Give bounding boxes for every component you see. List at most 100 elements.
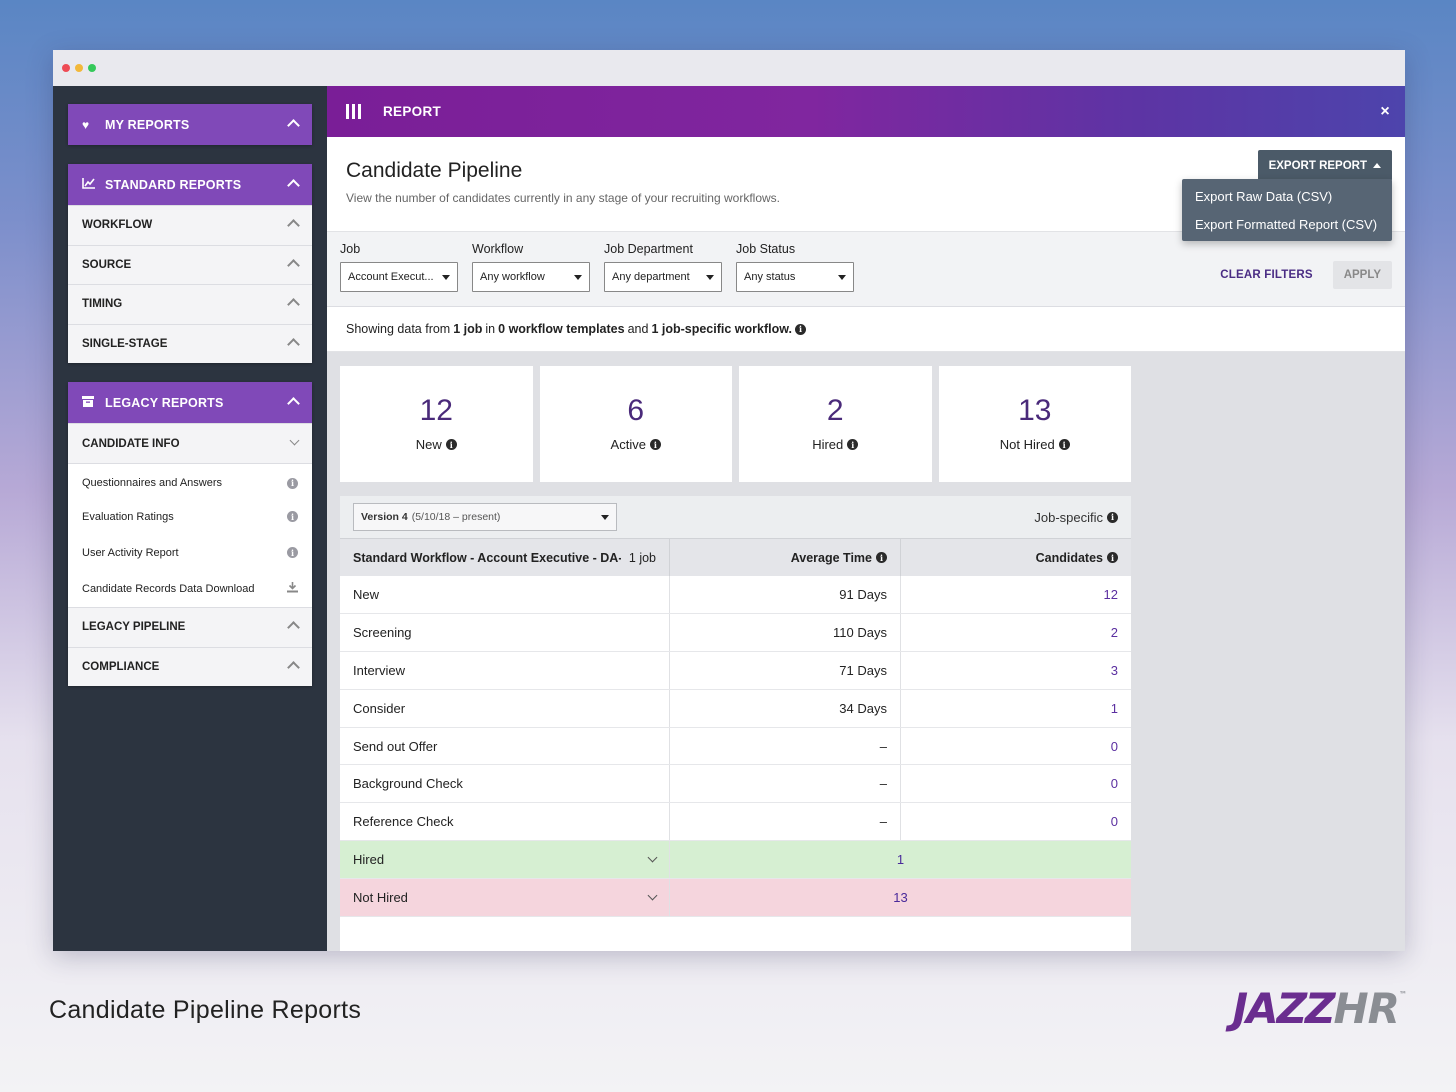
pipeline-table: Version 4 (5/10/18 – present) Job-specifi… (340, 496, 1131, 951)
status-filter-label: Job Status (736, 242, 796, 256)
job-filter-label: Job (340, 242, 361, 256)
sidebar-item-single-stage[interactable]: SINGLE-STAGE (68, 323, 312, 364)
dropdown-arrow-icon (574, 274, 582, 280)
showing-summary: Showing data from 1 job in 0 workflow te… (327, 307, 1405, 352)
page-caption: Candidate Pipeline Reports (49, 996, 362, 1024)
sidebar-item-legacy-pipeline[interactable]: LEGACY PIPELINE (68, 606, 312, 647)
minimize-window-dot[interactable] (75, 64, 83, 72)
export-formatted-report-option[interactable]: Export Formatted Report (CSV) (1195, 216, 1378, 232)
filters-bar: Job Account Execut... Workflow Any workf… (327, 231, 1405, 307)
download-icon[interactable] (287, 581, 298, 596)
info-icon[interactable]: i (847, 439, 859, 450)
info-icon[interactable]: i (794, 323, 806, 335)
close-window-dot[interactable] (62, 64, 70, 72)
sidebar-item-candidate-info[interactable]: CANDIDATE INFO (68, 423, 312, 463)
workflow-select-value: Any workflow (480, 271, 545, 283)
not-hired-row[interactable]: Not Hired 13 (340, 879, 1131, 918)
export-raw-data-option[interactable]: Export Raw Data (CSV) (1195, 188, 1333, 204)
info-icon[interactable]: i (876, 552, 887, 563)
chevron-up-icon[interactable] (289, 395, 298, 411)
sidebar-sub-evaluation-ratings[interactable]: Evaluation Ratings i (68, 498, 312, 535)
export-report-button[interactable]: EXPORT REPORT (1257, 150, 1392, 181)
chevron-down-icon[interactable] (649, 852, 656, 867)
export-menu: Export Raw Data (CSV) Export Formatted R… (1182, 179, 1392, 241)
sidebar-item-source[interactable]: SOURCE (68, 244, 312, 285)
legacy-reports-header[interactable]: LEGACY REPORTS (68, 382, 312, 424)
sidebar-item-compliance[interactable]: COMPLIANCE (68, 646, 312, 687)
candidates-count-link[interactable]: 0 (1110, 738, 1118, 754)
sidebar-item-workflow[interactable]: WORKFLOW (68, 205, 312, 245)
columns-icon[interactable] (346, 104, 361, 119)
status-select-value: Any status (744, 271, 796, 283)
sidebar-sub-records-download[interactable]: Candidate Records Data Download (68, 570, 312, 607)
hired-count-link[interactable]: 1 (896, 852, 905, 868)
candidates-count-link[interactable]: 0 (1110, 814, 1118, 830)
sidebar-item-timing[interactable]: TIMING (68, 284, 312, 324)
info-icon[interactable]: i (287, 511, 298, 523)
table-row: Background Check – 0 (340, 765, 1131, 804)
close-icon[interactable]: × (1380, 102, 1390, 120)
info-icon[interactable]: i (445, 439, 457, 450)
standard-reports-header[interactable]: STANDARD REPORTS (68, 164, 312, 205)
info-icon[interactable]: i (287, 477, 298, 489)
sidebar-sub-label: User Activity Report (82, 546, 179, 559)
avg-time-cell: – (670, 803, 901, 841)
dropdown-arrow-icon (706, 274, 714, 280)
stat-value: 6 (627, 394, 645, 427)
main-panel: REPORT × Candidate Pipeline View the num… (327, 86, 1405, 951)
sidebar-sub-user-activity[interactable]: User Activity Report i (68, 534, 312, 571)
apply-button[interactable]: APPLY (1332, 261, 1392, 289)
candidates-count-link[interactable]: 0 (1110, 776, 1118, 792)
workflow-filter-label: Workflow (472, 242, 524, 256)
status-select[interactable]: Any status (736, 262, 854, 292)
clear-filters-link[interactable]: CLEAR FILTERS (1220, 269, 1313, 281)
maximize-window-dot[interactable] (88, 64, 96, 72)
job-select[interactable]: Account Execut... (340, 262, 458, 292)
table-row: Interview 71 Days 3 (340, 651, 1131, 690)
sidebar-sub-label: Candidate Records Data Download (82, 582, 255, 595)
chevron-down-icon[interactable] (649, 890, 656, 905)
my-reports-group: ♥ MY REPORTS (68, 104, 312, 145)
workflow-select[interactable]: Any workflow (472, 262, 590, 292)
not-hired-count-link[interactable]: 13 (893, 890, 908, 906)
chevron-up-icon (289, 336, 298, 352)
logo-jazz: JAZZ (1232, 984, 1335, 1033)
logo-hr: HR (1333, 984, 1400, 1033)
chevron-up-icon (289, 217, 298, 233)
chevron-up-icon (289, 659, 298, 675)
info-icon[interactable]: i (287, 547, 298, 559)
stat-card-hired: 2 Hired i (739, 366, 932, 482)
department-select[interactable]: Any department (604, 262, 722, 292)
candidates-count-link[interactable]: 1 (1110, 700, 1118, 716)
sidebar-item-label: WORKFLOW (82, 219, 153, 232)
sidebar-item-label: COMPLIANCE (82, 660, 160, 673)
version-label: Version 4 (361, 511, 408, 523)
hired-row[interactable]: Hired 1 (340, 841, 1131, 880)
chevron-up-icon[interactable] (289, 177, 298, 193)
my-reports-header[interactable]: ♥ MY REPORTS (68, 104, 312, 145)
standard-reports-label: STANDARD REPORTS (105, 177, 242, 192)
not-hired-label: Not Hired (353, 890, 408, 906)
stat-label: New (415, 437, 442, 452)
candidates-count-link[interactable]: 2 (1110, 624, 1118, 640)
info-icon[interactable]: i (1107, 511, 1118, 523)
info-icon[interactable]: i (1058, 439, 1070, 450)
candidates-count-link[interactable]: 3 (1110, 662, 1118, 678)
showing-templates: 0 workflow templates (498, 322, 625, 336)
hired-label: Hired (353, 852, 385, 868)
info-icon[interactable]: i (1107, 552, 1118, 563)
version-select[interactable]: Version 4 (5/10/18 – present) (353, 503, 617, 531)
info-icon[interactable]: i (649, 439, 661, 450)
stage-cell: Interview (340, 651, 670, 689)
jobs-count-header: 1 job (628, 550, 656, 565)
candidates-count-link[interactable]: 12 (1103, 586, 1118, 602)
standard-reports-group: STANDARD REPORTS WORKFLOW SOURCE TIMING … (68, 164, 312, 364)
showing-jobs: 1 job (453, 322, 483, 336)
stage-cell: Reference Check (340, 803, 670, 841)
avg-time-cell: 34 Days (670, 689, 901, 727)
caret-up-icon (1373, 163, 1381, 168)
legacy-reports-label: LEGACY REPORTS (105, 395, 224, 410)
chevron-up-icon[interactable] (289, 117, 298, 133)
report-header: Candidate Pipeline View the number of ca… (327, 137, 1405, 241)
sidebar-sub-questionnaires[interactable]: Questionnaires and Answers i (68, 462, 312, 499)
